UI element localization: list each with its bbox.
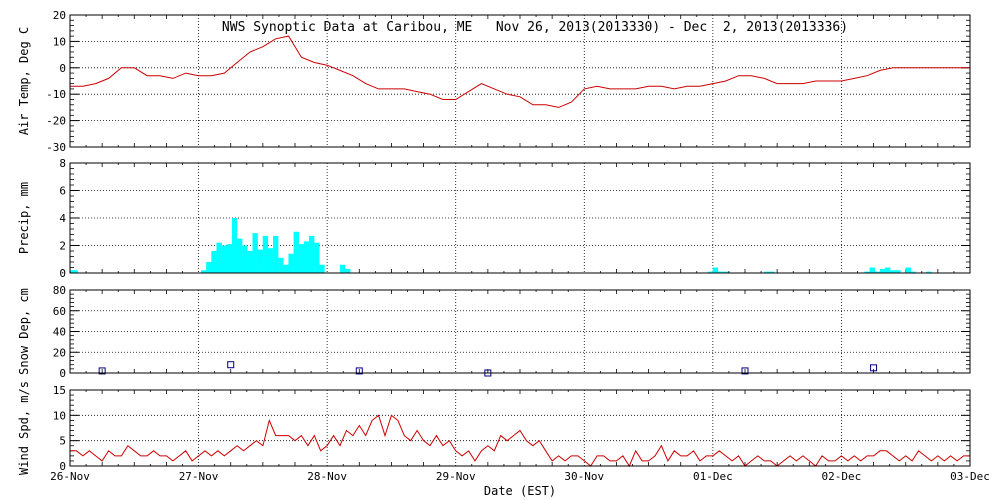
precip-bar [879,268,886,273]
airtemp-frame [69,14,971,148]
precip-bar [895,270,901,273]
airtemp-y-axis-label: Air Temp, Deg C [17,27,31,135]
precip-bar [252,233,258,273]
precip-bar [890,270,896,273]
precip-bar [288,253,294,273]
precip-bar [72,270,78,273]
x-tick-label: 29-Nov [436,470,476,483]
precip-bar [339,264,346,273]
airtemp-tick-label: -10 [46,88,66,101]
windspd-frame [69,389,971,467]
windspd-panel: 0 5 10 15 Wind Spd, m/s [17,381,971,475]
precip-bar [278,257,284,273]
precip-bar [874,271,881,273]
snowdep-y-axis-label: Snow Dep, cm [17,288,31,375]
snowdep-tick-label: 60 [53,305,66,318]
precip-bar [345,268,351,273]
x-tick-label: 02-Dec [822,470,862,483]
precip-bar [764,271,770,273]
precip-frame [69,162,971,274]
precip-bar [885,267,891,273]
airtemp-tick-label: -30 [46,141,66,154]
precip-tick-label: 6 [59,185,66,198]
snowdep-panel: 0 20 40 60 80 Snow Dep, cm [17,284,971,380]
precip-bar [283,264,289,273]
precip-bar [926,271,932,273]
precip-bar [319,264,325,273]
x-tick-label: 28-Nov [307,470,347,483]
precip-bar [226,244,233,273]
precip-bar [910,271,917,273]
precip-bar [314,242,320,273]
snowdep-tick-label: 20 [53,346,66,359]
x-axis-label: Date (EST) [483,484,557,498]
precip-bar [242,245,248,273]
airtemp-series-line [70,35,970,108]
precip-bar [221,245,227,273]
precip-tick-label: 4 [59,212,66,225]
precip-tick-label: 2 [59,240,66,253]
snowdep-tick-label: 80 [53,284,66,297]
precip-bar [257,249,263,273]
snowdep-point [98,367,106,375]
snowdep-frame [69,289,971,374]
x-tick-labels: 26-Nov 27-Nov 28-Nov 29-Nov 30-Nov 01-Dec 02-D… [50,470,990,483]
precip-bar [864,271,870,273]
snowdep-point [741,367,749,375]
precip-bar [267,248,274,273]
precip-tick-label: 0 [59,267,66,280]
precip-bar [237,238,243,273]
precip-bar [298,244,305,273]
x-tick-label: 03-Dec [950,470,990,483]
windspd-series-line [70,414,970,468]
snowdep-tick-label: 40 [53,326,66,339]
windspd-tick-label: 5 [59,435,66,448]
airtemp-panel: -30 -20 -10 0 10 20 Air Temp, Deg C [17,9,971,154]
windspd-y-axis-label: Wind Spd, m/s [17,381,31,475]
precip-y-axis-label: Precip, mm [17,182,31,254]
precip-bar [869,267,875,273]
precip-bar [293,231,299,273]
chart-title: NWS Synoptic Data at Caribou, ME Nov 26,… [221,20,849,35]
precip-bar [273,235,279,273]
snowdep-point [355,367,363,375]
airtemp-tick-label: 0 [59,62,66,75]
precip-bar [712,267,719,273]
precip-bar [723,271,729,273]
windspd-tick-label: 10 [53,409,66,422]
precip-panel: 0 2 4 6 8 Precip, mm [17,157,971,280]
precip-bar [206,262,212,273]
snowdep-tick-label: 0 [59,367,66,380]
precip-bar [707,271,713,273]
snowdep-point [227,361,235,369]
windspd-tick-label: 0 [59,460,66,473]
precip-bar [769,271,775,273]
x-tick-label: 01-Dec [693,470,733,483]
precip-bar [309,235,315,273]
airtemp-tick-label: 20 [53,9,66,22]
windspd-tick-label: 15 [53,384,66,397]
snowdep-point [870,364,878,372]
x-tick-label: 26-Nov [50,470,90,483]
precip-bar [262,235,269,273]
precip-bar [201,270,207,273]
precip-bar [216,242,222,273]
precip-bar [717,271,724,273]
precip-bar [247,251,253,273]
precip-bar [211,251,217,273]
airtemp-tick-label: 10 [53,35,66,48]
x-tick-label: 30-Nov [564,470,604,483]
x-tick-label: 27-Nov [179,470,219,483]
precip-bar [303,241,310,273]
precip-bar [231,218,238,273]
airtemp-tick-label: -20 [46,115,66,128]
precip-tick-label: 8 [59,157,66,170]
precip-bar [905,267,911,273]
